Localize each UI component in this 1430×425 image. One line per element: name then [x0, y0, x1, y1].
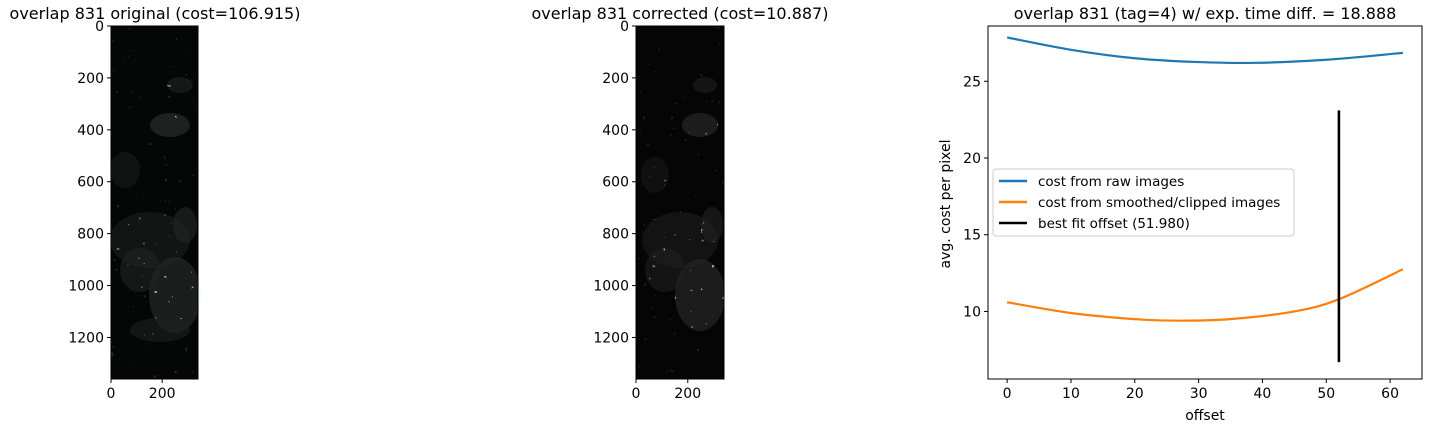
x-tick-label: 0 [107, 386, 116, 402]
x-tick-label: 200 [149, 386, 176, 402]
cost-plot-ticks: 0 10 20 30 40 50 60 10 15 20 25 [963, 74, 1399, 402]
cost-plot-title: overlap 831 (tag=4) w/ exp. time diff. =… [1014, 4, 1397, 23]
panel-cost-plot: overlap 831 (tag=4) w/ exp. time diff. =… [938, 4, 1423, 424]
legend-label: cost from raw images [1038, 174, 1184, 190]
panel-corrected-title: overlap 831 corrected (cost=10.887) [532, 4, 829, 23]
panel-corrected-ticks: 0 200 0 200 400 600 800 1000 1200 [593, 19, 701, 402]
legend-label: cost from smoothed/clipped images [1038, 195, 1280, 211]
cell-texture [111, 26, 198, 379]
series-raw-cost-line [1006, 36, 1403, 65]
x-tick-label: 50 [1317, 386, 1335, 402]
y-tick-label: 800 [602, 227, 629, 243]
y-tick-label: 10 [963, 304, 981, 320]
x-tick-label: 0 [1003, 386, 1012, 402]
x-axis-label: offset [1185, 408, 1225, 424]
image-corrected [635, 25, 725, 380]
x-tick-label: 60 [1381, 386, 1399, 402]
x-tick-label: 200 [674, 386, 701, 402]
y-tick-label: 0 [95, 19, 104, 35]
image-frame [110, 25, 199, 380]
x-tick-label: 40 [1254, 386, 1272, 402]
y-tick-label: 200 [602, 71, 629, 87]
y-tick-label: 600 [77, 175, 104, 191]
y-tick-label: 1000 [593, 279, 629, 295]
y-tick-label: 1200 [593, 330, 629, 346]
image-frame [635, 25, 725, 380]
y-tick-label: 25 [963, 74, 981, 90]
legend-box [992, 168, 1295, 237]
image-original [110, 25, 201, 380]
cell-texture [636, 26, 724, 379]
cost-plot-series [1006, 36, 1404, 363]
y-tick-label: 200 [77, 71, 104, 87]
panel-corrected: overlap 831 corrected (cost=10.887) 0 200… [532, 4, 829, 402]
series-smoothed-cost-line [1006, 268, 1404, 322]
x-tick-label: 10 [1062, 386, 1080, 402]
plot-frame [987, 25, 1423, 380]
y-tick-label: 400 [602, 123, 629, 139]
legend: cost from raw images cost from smoothed/c… [992, 168, 1295, 237]
x-tick-label: 0 [632, 386, 641, 402]
legend-label: best fit offset (51.980) [1038, 216, 1190, 232]
y-tick-label: 600 [602, 175, 629, 191]
y-tick-label: 1200 [68, 330, 104, 346]
y-tick-label: 800 [77, 227, 104, 243]
x-tick-label: 20 [1126, 386, 1144, 402]
y-tick-label: 400 [77, 123, 104, 139]
panel-original: overlap 831 original (cost=106.915) 0 200… [10, 4, 301, 402]
x-tick-label: 30 [1190, 386, 1208, 402]
y-axis-label: avg. cost per pixel [938, 140, 954, 269]
y-tick-label: 0 [620, 19, 629, 35]
panel-original-title: overlap 831 original (cost=106.915) [10, 4, 301, 23]
y-tick-label: 20 [963, 151, 981, 167]
panel-original-ticks: 0 200 0 200 400 600 800 1000 1200 [68, 19, 175, 402]
y-tick-label: 1000 [68, 279, 104, 295]
y-tick-label: 15 [963, 228, 981, 244]
